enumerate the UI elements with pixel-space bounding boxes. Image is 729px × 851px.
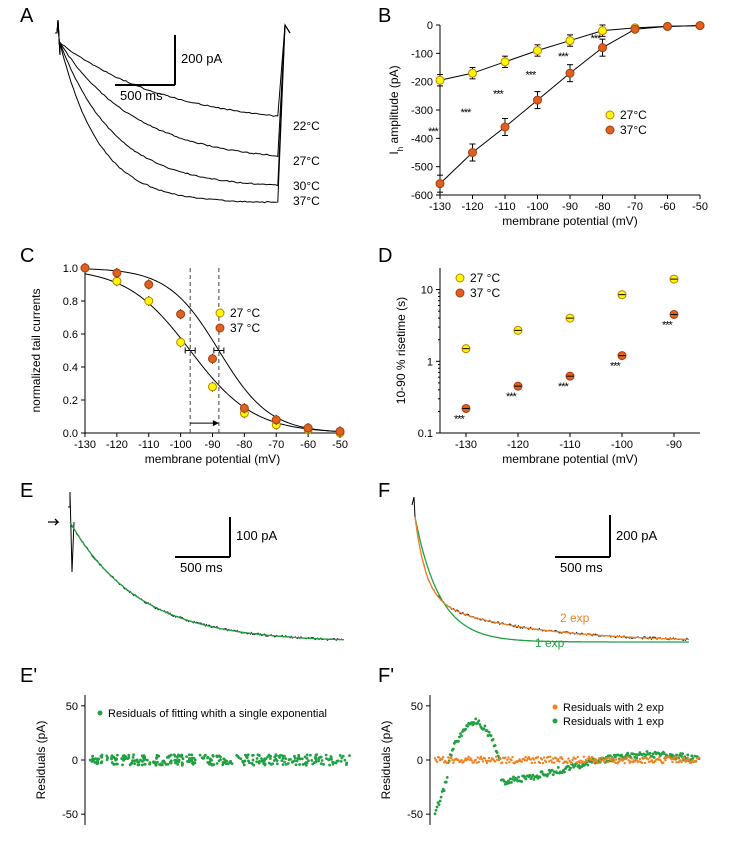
svg-text:normalized tail currents: normalized tail currents xyxy=(29,288,43,412)
svg-text:1: 1 xyxy=(427,356,433,368)
svg-text:0.8: 0.8 xyxy=(63,296,78,308)
svg-text:***: *** xyxy=(493,88,505,100)
svg-text:-60: -60 xyxy=(660,201,676,213)
svg-text:-120: -120 xyxy=(106,439,128,451)
svg-text:10: 10 xyxy=(421,285,433,297)
svg-text:-200: -200 xyxy=(411,77,433,89)
svg-text:Residuals of fitting whith a s: Residuals of fitting whith a single expo… xyxy=(108,708,327,720)
svg-text:-80: -80 xyxy=(236,439,252,451)
svg-text:-90: -90 xyxy=(666,439,682,451)
svg-text:0.1: 0.1 xyxy=(418,428,433,440)
svg-text:0: 0 xyxy=(427,20,433,32)
svg-text:-90: -90 xyxy=(562,201,578,213)
svg-text:-70: -70 xyxy=(627,201,643,213)
svg-text:-130: -130 xyxy=(74,439,96,451)
svg-text:37°C: 37°C xyxy=(293,194,320,208)
svg-text:***: *** xyxy=(558,381,570,393)
svg-text:-130: -130 xyxy=(429,201,451,213)
svg-text:10-90 % risetime (s): 10-90 % risetime (s) xyxy=(394,297,408,404)
svg-text:1 exp: 1 exp xyxy=(535,636,565,650)
svg-text:***: *** xyxy=(506,391,518,403)
svg-text:27 °C: 27 °C xyxy=(230,306,260,320)
svg-text:0.0: 0.0 xyxy=(63,428,78,440)
svg-text:membrane potential (mV): membrane potential (mV) xyxy=(502,452,637,466)
svg-text:200 pA: 200 pA xyxy=(181,51,223,66)
svg-text:30°C: 30°C xyxy=(293,179,320,193)
svg-text:-120: -120 xyxy=(507,439,529,451)
svg-text:-80: -80 xyxy=(595,201,611,213)
svg-main: 22°C27°C30°C37°C200 pA500 ms-130-120-110… xyxy=(0,0,729,851)
svg-text:-50: -50 xyxy=(62,809,78,821)
trace-37°C xyxy=(55,20,290,203)
svg-text:***: *** xyxy=(428,126,440,138)
svg-text:-110: -110 xyxy=(138,439,159,451)
svg-text:-100: -100 xyxy=(411,48,433,60)
svg-text:0.2: 0.2 xyxy=(63,395,78,407)
svg-text:37°C: 37°C xyxy=(620,123,647,137)
svg-text:0: 0 xyxy=(417,755,423,767)
svg-text:27°C: 27°C xyxy=(620,108,647,122)
svg-text:100 pA: 100 pA xyxy=(236,528,278,543)
svg-text:-110: -110 xyxy=(559,439,580,451)
svg-text:-600: -600 xyxy=(411,190,433,202)
svg-text:-500: -500 xyxy=(411,162,433,174)
figure-root: A B C D E F E' F' 22°C27°C30°C37°C200 pA… xyxy=(0,0,729,851)
svg-text:-300: -300 xyxy=(411,105,433,117)
svg-text:500 ms: 500 ms xyxy=(560,560,603,575)
svg-text:-100: -100 xyxy=(170,439,192,451)
svg-text:***: *** xyxy=(526,69,538,81)
svg-text:-90: -90 xyxy=(205,439,221,451)
svg-text:***: *** xyxy=(558,51,570,63)
svg-text:22°C: 22°C xyxy=(293,119,320,133)
svg-text:200 pA: 200 pA xyxy=(616,528,658,543)
svg-text:-110: -110 xyxy=(494,201,515,213)
svg-text:-50: -50 xyxy=(332,439,348,451)
svg-text:27 °C: 27 °C xyxy=(470,271,500,285)
svg-text:Residuals with 2 exp: Residuals with 2 exp xyxy=(563,702,664,714)
svg-text:37 °C: 37 °C xyxy=(470,286,500,300)
svg-text:27°C: 27°C xyxy=(293,154,320,168)
svg-text:50: 50 xyxy=(66,701,78,713)
svg-text:500 ms: 500 ms xyxy=(180,560,223,575)
svg-text:Residuals (pA): Residuals (pA) xyxy=(379,721,393,800)
svg-text:-50: -50 xyxy=(407,809,423,821)
svg-text:membrane potential (mV): membrane potential (mV) xyxy=(145,452,280,466)
svg-text:2 exp: 2 exp xyxy=(560,611,590,625)
svg-text:0: 0 xyxy=(72,755,78,767)
svg-text:Residuals (pA): Residuals (pA) xyxy=(34,721,48,800)
svg-text:Residuals with 1 exp: Residuals with 1 exp xyxy=(563,716,664,728)
svg-text:37 °C: 37 °C xyxy=(230,321,260,335)
svg-text:1.0: 1.0 xyxy=(63,263,78,275)
svg-text:500 ms: 500 ms xyxy=(120,88,163,103)
svg-text:-70: -70 xyxy=(268,439,284,451)
svg-text:50: 50 xyxy=(411,701,423,713)
svg-text:-60: -60 xyxy=(300,439,316,451)
svg-text:***: *** xyxy=(591,33,603,45)
svg-text:-100: -100 xyxy=(526,201,548,213)
svg-text:-100: -100 xyxy=(611,439,633,451)
svg-text:-120: -120 xyxy=(461,201,483,213)
svg-text:-50: -50 xyxy=(692,201,708,213)
svg-text:0.6: 0.6 xyxy=(63,329,78,341)
trace-22°C xyxy=(55,20,290,116)
svg-text:membrane potential (mV): membrane potential (mV) xyxy=(502,214,637,228)
svg-text:***: *** xyxy=(662,319,674,331)
svg-text:***: *** xyxy=(454,413,466,425)
svg-text:***: *** xyxy=(461,107,473,119)
svg-text:-130: -130 xyxy=(455,439,477,451)
svg-text:Ih amplitude (pA): Ih amplitude (pA) xyxy=(387,65,405,154)
trace-30°C xyxy=(55,20,290,186)
trace-27°C xyxy=(55,20,290,156)
svg-text:0.4: 0.4 xyxy=(63,362,78,374)
svg-text:***: *** xyxy=(610,361,622,373)
